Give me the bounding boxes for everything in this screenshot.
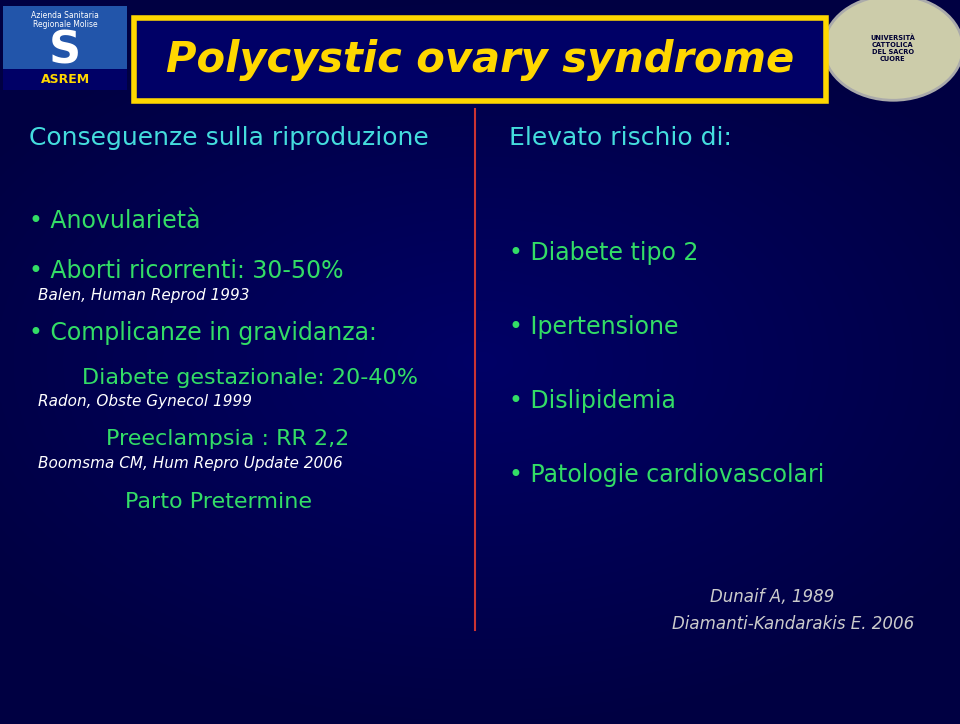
Text: • Anovularietà: • Anovularietà (29, 209, 201, 233)
Text: Polycystic ovary syndrome: Polycystic ovary syndrome (166, 38, 794, 81)
Text: Elevato rischio di:: Elevato rischio di: (509, 125, 732, 150)
Text: • Aborti ricorrenti: 30-50%: • Aborti ricorrenti: 30-50% (29, 259, 344, 284)
Text: Boomsma CM, Hum Repro Update 2006: Boomsma CM, Hum Repro Update 2006 (38, 456, 343, 471)
Text: ASREM: ASREM (40, 73, 90, 86)
Text: • Complicanze in gravidanza:: • Complicanze in gravidanza: (29, 321, 376, 345)
FancyBboxPatch shape (3, 6, 127, 90)
Text: • Dislipidemia: • Dislipidemia (509, 389, 676, 413)
FancyBboxPatch shape (3, 69, 127, 90)
Text: • Diabete tipo 2: • Diabete tipo 2 (509, 241, 698, 266)
Text: Preeclampsia : RR 2,2: Preeclampsia : RR 2,2 (106, 429, 348, 450)
FancyBboxPatch shape (134, 18, 826, 101)
Text: Azienda Sanitaria: Azienda Sanitaria (32, 12, 99, 20)
Text: • Ipertensione: • Ipertensione (509, 315, 679, 340)
Text: Conseguenze sulla riproduzione: Conseguenze sulla riproduzione (29, 125, 428, 150)
FancyBboxPatch shape (824, 0, 960, 101)
Text: Diamanti-Kandarakis E. 2006: Diamanti-Kandarakis E. 2006 (672, 615, 914, 633)
Text: • Patologie cardiovascolari: • Patologie cardiovascolari (509, 463, 825, 487)
Text: Dunaif A, 1989: Dunaif A, 1989 (710, 589, 835, 606)
Text: S: S (49, 29, 82, 72)
Text: Parto Pretermine: Parto Pretermine (125, 492, 312, 513)
Text: Radon, Obste Gynecol 1999: Radon, Obste Gynecol 1999 (38, 394, 252, 408)
Text: UNIVERSITÀ
CATTOLICA
DEL SACRO
CUORE: UNIVERSITÀ CATTOLICA DEL SACRO CUORE (871, 35, 915, 62)
Text: Diabete gestazionale: 20-40%: Diabete gestazionale: 20-40% (82, 368, 418, 388)
Text: Balen, Human Reprod 1993: Balen, Human Reprod 1993 (38, 288, 250, 303)
Text: Regionale Molise: Regionale Molise (33, 20, 98, 29)
